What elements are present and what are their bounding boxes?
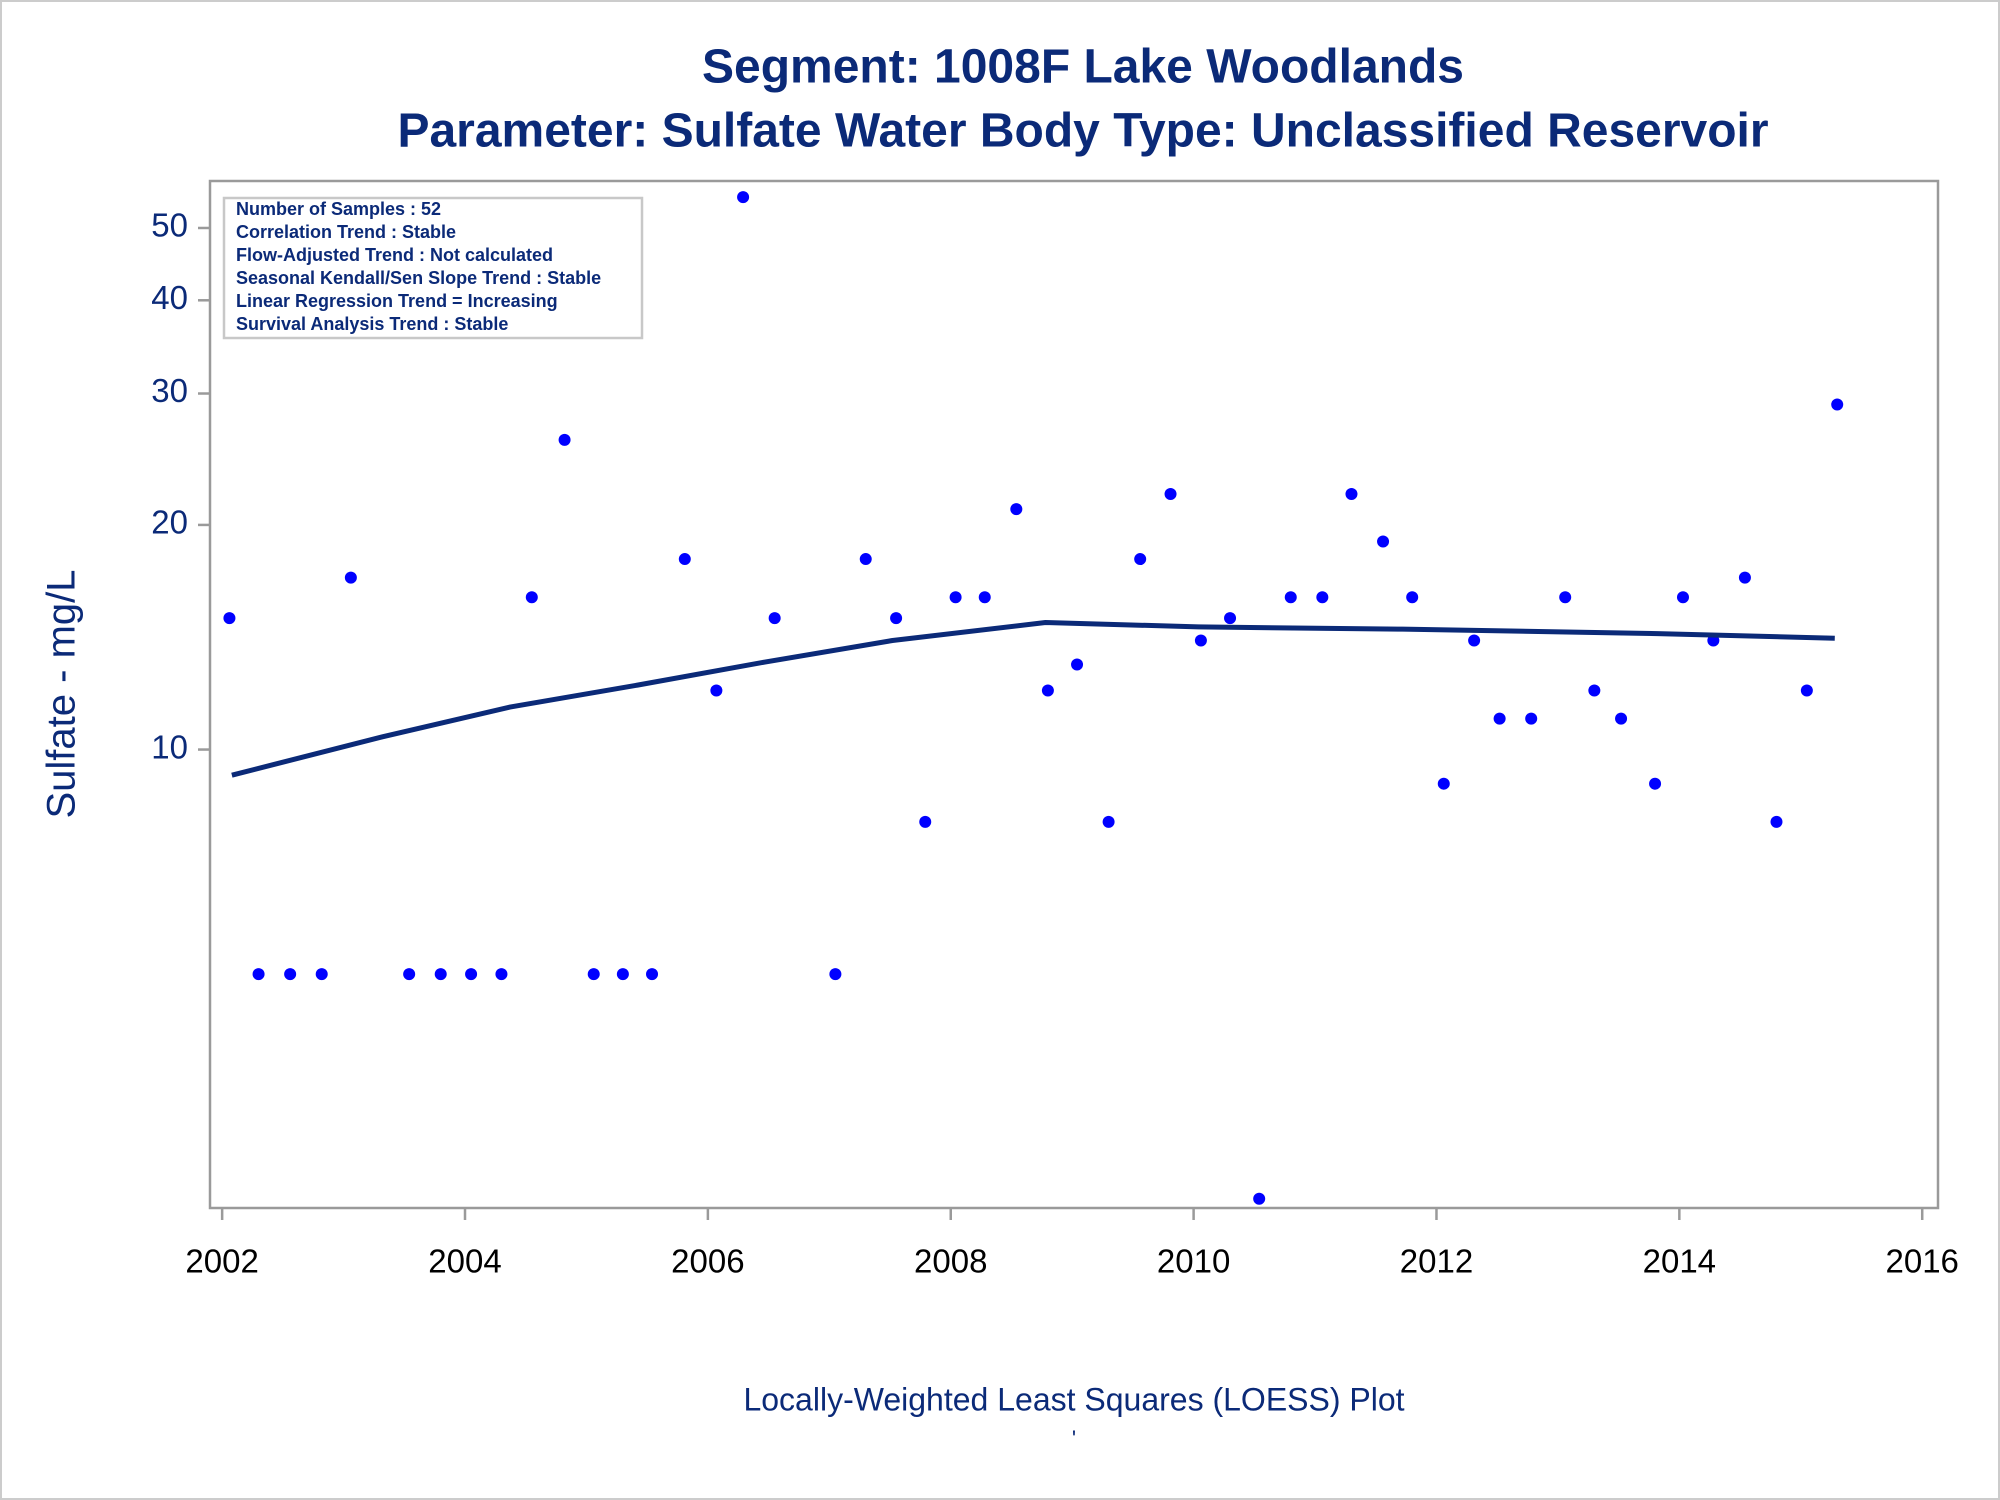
y-tick-label: 10	[151, 728, 188, 765]
data-point	[1010, 503, 1023, 516]
data-point	[1649, 777, 1662, 790]
data-point	[434, 968, 447, 981]
annotation: Seasonal Kendall/Sen Slope Trend : Stabl…	[236, 268, 601, 288]
data-point	[495, 968, 508, 981]
data-point	[1831, 398, 1844, 411]
y-axis-label: Sulfate - mg/L	[40, 569, 84, 818]
chart-subtitle: Parameter: Sulfate Water Body Type: Uncl…	[397, 105, 1768, 158]
data-point	[525, 591, 538, 604]
data-point	[1738, 571, 1751, 584]
loess-line	[231, 620, 1835, 778]
data-point	[1253, 1192, 1266, 1205]
data-point	[978, 591, 991, 604]
annotation: Survival Analysis Trend : Stable	[236, 314, 508, 334]
data-point	[1071, 658, 1084, 671]
y-tick-label: 20	[151, 504, 188, 541]
x-tick-label: 2004	[428, 1243, 501, 1280]
annotation: Flow-Adjusted Trend : Not calculated	[236, 245, 553, 265]
data-point	[1615, 712, 1628, 725]
data-point	[1224, 612, 1237, 625]
data-point	[284, 968, 297, 981]
data-point	[1676, 591, 1689, 604]
data-point	[587, 968, 600, 981]
data-point	[403, 968, 416, 981]
data-point	[1316, 591, 1329, 604]
annotation: Correlation Trend : Stable	[236, 222, 456, 242]
data-point	[1588, 684, 1601, 697]
data-point	[678, 553, 691, 566]
data-point	[859, 553, 872, 566]
data-point	[315, 968, 328, 981]
footnote: Locally-Weighted Least Squares (LOESS) P…	[743, 1381, 1404, 1417]
annotation: Number of Samples : 52	[236, 199, 441, 219]
data-point	[616, 968, 629, 981]
data-point	[646, 968, 659, 981]
data-point	[1194, 634, 1207, 647]
data-point	[768, 612, 781, 625]
data-point	[919, 815, 932, 828]
annotation: Linear Regression Trend = Increasing	[236, 291, 558, 311]
data-point	[1493, 712, 1506, 725]
y-tick-label: 30	[151, 372, 188, 409]
data-point	[949, 591, 962, 604]
y-tick-label: 50	[151, 207, 188, 244]
data-point	[710, 684, 723, 697]
data-point	[890, 612, 903, 625]
data-point	[344, 571, 357, 584]
data-point	[1345, 488, 1358, 501]
data-point	[1377, 535, 1390, 548]
data-point	[1559, 591, 1572, 604]
data-point	[223, 612, 236, 625]
data-point	[465, 968, 478, 981]
x-tick-label: 2012	[1400, 1243, 1473, 1280]
plot-frame	[208, 179, 1940, 1210]
data-point	[1770, 815, 1783, 828]
data-point	[737, 191, 750, 204]
annotation-box	[222, 196, 644, 340]
data-point	[829, 968, 842, 981]
data-point	[1406, 591, 1419, 604]
data-point	[1102, 815, 1115, 828]
data-point	[1164, 488, 1177, 501]
x-tick-label: 2006	[671, 1243, 744, 1280]
footnote-mark: '	[1072, 1426, 1076, 1451]
x-tick-label: 2008	[914, 1243, 987, 1280]
data-point	[1437, 777, 1450, 790]
data-point	[1468, 634, 1481, 647]
data-point	[1800, 684, 1813, 697]
chart-title: Segment: 1008F Lake Woodlands	[702, 41, 1464, 94]
x-tick-label: 2016	[1886, 1243, 1959, 1280]
y-tick-label: 40	[151, 279, 188, 316]
data-point	[1284, 591, 1297, 604]
x-tick-label: 2010	[1157, 1243, 1230, 1280]
data-point	[252, 968, 265, 981]
data-point	[1134, 553, 1147, 566]
x-tick-label: 2002	[185, 1243, 258, 1280]
data-point	[558, 433, 571, 446]
data-point	[1525, 712, 1538, 725]
data-point	[1041, 684, 1054, 697]
x-tick-label: 2014	[1643, 1243, 1716, 1280]
